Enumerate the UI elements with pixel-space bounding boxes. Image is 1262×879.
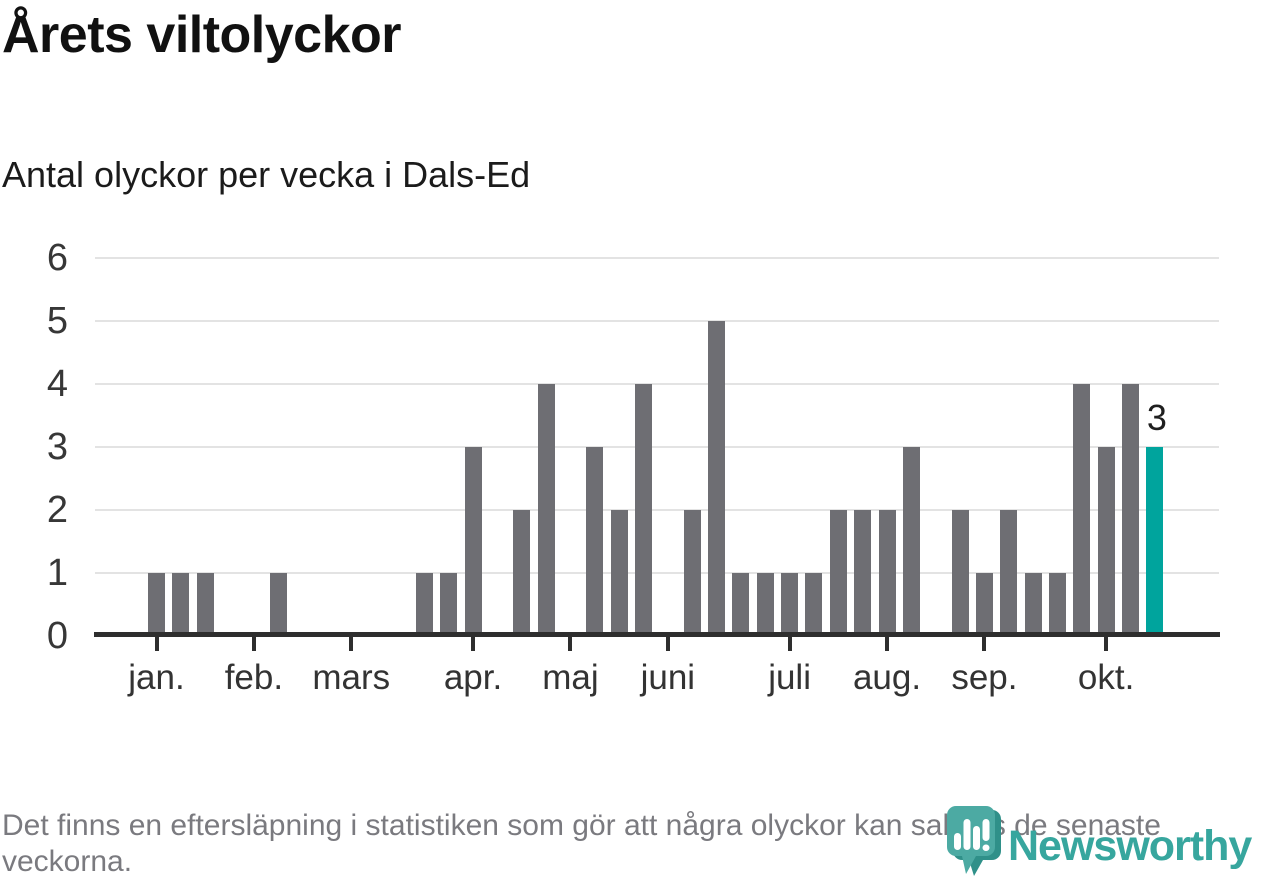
x-tick-label-maj: maj [542,658,599,697]
x-tick-label-jan: jan. [128,658,185,697]
y-tick-label-2: 2 [46,489,68,531]
bar-week-21 [635,384,652,636]
newsworthy-logo: Newsworthy [944,804,1262,879]
bar-week-13 [440,573,458,636]
bar-week-29 [829,510,847,636]
bar-week-41 [1122,384,1139,636]
bar-week-28 [805,573,823,636]
bar-week-20 [610,510,628,636]
bar-week-35 [975,573,993,636]
bar-week-23 [683,510,701,636]
gridline-y-1 [95,572,1219,574]
highlight-bar-week-42 [1146,447,1164,636]
x-axis-line [94,632,1220,637]
x-tick-label-juni: juni [640,658,696,697]
bar-week-1 [148,573,165,636]
x-tick-label-apr: apr. [443,658,503,697]
bar-week-31 [878,510,896,636]
x-tick-mark-okt [1104,637,1109,651]
x-tick-label-juli: juli [768,658,811,697]
bar-week-14 [464,447,482,636]
x-tick-mark-sep [982,637,987,651]
bar-week-36 [1000,510,1018,636]
gridline-y-5 [95,320,1219,322]
gridline-y-3 [95,446,1219,448]
x-tick-mark-juli [787,637,792,651]
chart-title: Årets viltolyckor [2,6,402,64]
gridline-y-6 [95,257,1219,259]
newsworthy-logo-text: Newsworthy [1008,822,1252,870]
y-tick-label-0: 0 [46,615,68,657]
y-tick-label-1: 1 [46,552,68,594]
x-tick-mark-aug [885,637,889,651]
y-tick-label-4: 4 [46,363,68,405]
bar-week-25 [732,573,750,636]
y-tick-label-3: 3 [46,426,68,468]
x-tick-mark-juni [665,637,670,651]
bar-week-12 [415,573,433,636]
bar-week-38 [1048,573,1066,636]
gridline-y-4 [95,383,1219,385]
x-tick-mark-mars [349,637,354,651]
bar-week-2 [172,573,190,636]
bar-week-40 [1097,447,1115,636]
chart-subtitle: Antal olyckor per vecka i Dals-Ed [2,154,531,195]
bar-week-3 [196,573,214,636]
x-tick-mark-jan [154,637,159,651]
y-tick-label-5: 5 [46,300,68,342]
bar-week-32 [902,447,920,636]
x-tick-mark-apr [471,637,476,651]
bar-week-19 [586,447,604,636]
newsworthy-logo-icon [947,806,1001,876]
x-tick-label-sep: sep. [951,658,1018,697]
bar-week-17 [537,384,555,636]
x-tick-label-feb: feb. [224,658,284,697]
y-tick-label-6: 6 [46,237,68,279]
bar-week-24 [708,321,726,636]
bar-week-6 [269,573,287,636]
x-tick-label-mars: mars [312,658,391,697]
gridline-y-2 [95,509,1219,511]
last-bar-value-label: 3 [1146,397,1167,438]
x-tick-mark-maj [568,637,573,651]
x-tick-label-aug: aug. [852,658,922,697]
bar-week-30 [854,510,872,636]
bar-week-27 [781,573,799,636]
bar-week-26 [756,573,774,636]
plot-area [95,257,1219,636]
bar-week-34 [951,510,969,636]
bar-week-39 [1073,384,1091,636]
x-tick-label-okt: okt. [1077,658,1135,697]
bar-week-37 [1024,573,1042,636]
x-tick-mark-feb [251,637,256,651]
bar-week-16 [513,510,531,636]
